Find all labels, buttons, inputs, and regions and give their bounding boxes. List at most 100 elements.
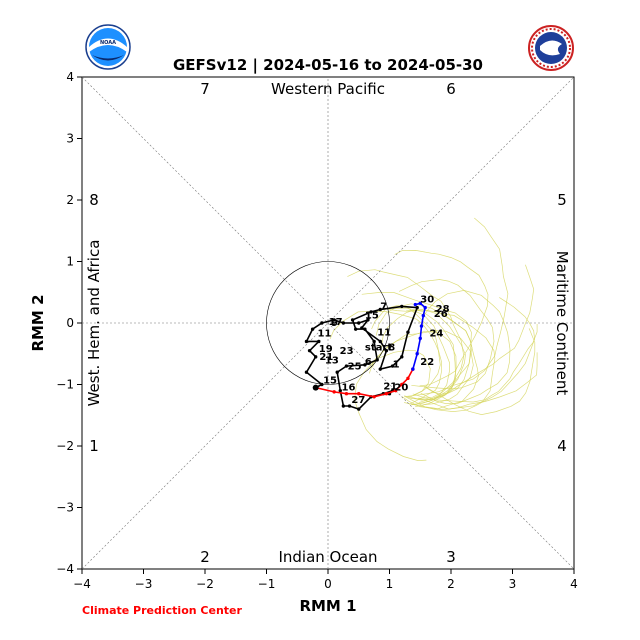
x-tick-label: −3 (135, 577, 153, 591)
y-tick-label: 1 (66, 255, 74, 269)
ensemble-member-line (354, 349, 431, 461)
phase-label-2: 2 (200, 548, 210, 566)
day-label: 6 (365, 357, 372, 368)
series-point (378, 367, 382, 371)
series-point (400, 382, 404, 387)
y-tick-label: 3 (66, 132, 74, 146)
y-tick-label: 0 (66, 316, 74, 330)
day-label: 24 (429, 329, 443, 340)
phase-label-7: 7 (200, 80, 210, 98)
chart-title: GEFSv12 | 2024-05-16 to 2024-05-30 (173, 56, 483, 75)
x-tick-label: 0 (324, 577, 332, 591)
series-point (419, 324, 424, 328)
series-line-1 (315, 368, 414, 398)
y-tick-label: −4 (56, 562, 74, 576)
series-point (415, 352, 419, 356)
series-point (400, 304, 404, 309)
x-tick-label: 4 (570, 577, 578, 591)
day-label: 8 (388, 343, 395, 354)
day-label: 21 (383, 381, 397, 392)
ensemble-member-line (404, 297, 535, 412)
series-point (393, 388, 398, 393)
day-label: 21 (319, 352, 333, 363)
phase-guides (81, 76, 575, 570)
series-point (423, 305, 427, 310)
series-point (332, 318, 336, 322)
ensemble-member-line (361, 292, 472, 395)
series-point (353, 327, 358, 331)
series-point (415, 305, 419, 310)
region-label-indian-ocean: Indian Ocean (278, 548, 377, 566)
credit-label: Climate Prediction Center (82, 604, 242, 617)
day-label: 7 (380, 301, 387, 312)
series-point (421, 313, 426, 318)
plot-area: start16789111113151516171921232527202122… (56, 70, 578, 591)
series-point (400, 355, 404, 359)
national-weather-service-logo (528, 25, 574, 71)
ensemble-member-line (372, 330, 474, 406)
series-point (369, 310, 373, 314)
region-labels: Western Pacific Indian Ocean Maritime Co… (85, 80, 571, 566)
unit-circle (266, 261, 390, 385)
y-tick-label: −2 (56, 439, 74, 453)
day-label: 22 (420, 357, 434, 368)
ensemble-member-line (394, 250, 489, 387)
series-point (413, 302, 418, 307)
day-label: 23 (340, 346, 354, 357)
x-tick-label: −1 (258, 577, 276, 591)
ensemble-member-line (329, 310, 443, 405)
day-label: 13 (325, 356, 339, 367)
y-axis-label: RMM 2 (29, 294, 47, 351)
series-point (310, 327, 315, 331)
series-point (378, 307, 382, 312)
series-point (411, 367, 415, 371)
series-point (372, 395, 376, 399)
day-label: 19 (319, 344, 333, 355)
series-point (317, 339, 321, 344)
day-label: 25 (348, 362, 362, 373)
day-label: 15 (365, 311, 379, 322)
series-point (320, 321, 324, 325)
x-tick-label: −2 (196, 577, 214, 591)
region-label-west-hem-africa: West. Hem. and Africa (85, 240, 103, 407)
series-point (338, 388, 342, 393)
phase-label-1: 1 (89, 437, 99, 455)
ensemble-member-line (401, 309, 479, 410)
y-tick-label: 4 (66, 70, 74, 84)
series-point (390, 364, 395, 368)
series-point (344, 392, 349, 396)
phase-labels: 1 2 3 4 5 6 7 8 (89, 80, 567, 566)
rmm-trajectories (304, 301, 427, 411)
series-point (304, 339, 309, 344)
ensemble-member-line (404, 217, 509, 398)
series-point (406, 330, 410, 334)
x-tick-label: −4 (73, 577, 91, 591)
day-label: 1 (393, 359, 400, 370)
y-tick-label: −1 (56, 378, 74, 392)
day-label: 9 (331, 318, 338, 329)
phase-label-6: 6 (446, 80, 456, 98)
day-label: 17 (329, 317, 343, 328)
y-tick-label: −3 (56, 501, 74, 515)
series-point (366, 318, 370, 322)
phase-label-8: 8 (89, 191, 99, 209)
phase-label-5: 5 (557, 191, 567, 209)
start-marker (312, 384, 319, 391)
day-label: 30 (420, 295, 434, 306)
day-labels: start16789111113151516171921232527202122… (318, 295, 450, 406)
day-label: 26 (434, 309, 448, 320)
day-label: 16 (342, 383, 356, 394)
series-point (372, 339, 376, 344)
series-point (375, 358, 379, 362)
day-label: 11 (318, 329, 332, 340)
region-label-maritime-continent: Maritime Continent (553, 251, 571, 396)
series-point (378, 339, 382, 344)
noaa-logo: NOAA (85, 24, 131, 70)
day-label: 15 (323, 375, 337, 386)
phase-label-3: 3 (446, 548, 456, 566)
x-tick-label: 1 (386, 577, 394, 591)
series-point (357, 392, 361, 396)
series-point (406, 376, 410, 381)
series-point (347, 404, 352, 408)
day-label: 27 (351, 395, 365, 406)
